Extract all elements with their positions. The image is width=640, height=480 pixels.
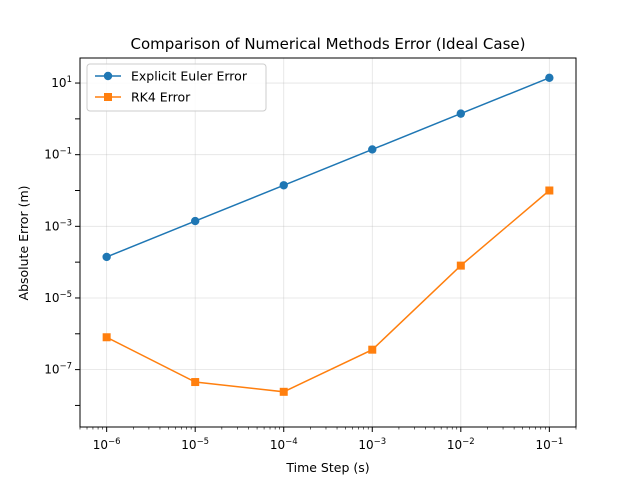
y-tick-label: 10−1 [44, 147, 72, 162]
y-tick-label: 101 [51, 75, 72, 90]
data-point [368, 145, 377, 154]
x-tick-label: 10−6 [93, 437, 121, 452]
legend-label: Explicit Euler Error [131, 69, 248, 84]
x-tick-label: 10−3 [358, 437, 386, 452]
legend-marker [104, 93, 112, 101]
y-tick-label: 10−3 [44, 218, 72, 233]
series-line [106, 189, 550, 393]
data-point [279, 387, 288, 396]
legend: Explicit Euler Error RK4 Error [86, 63, 267, 112]
y-tick-label: 10−7 [44, 362, 72, 377]
series-line [106, 77, 550, 258]
x-tick-label: 10−4 [270, 437, 298, 452]
legend-box [86, 63, 267, 112]
data-point [102, 333, 111, 342]
data-point [545, 73, 554, 83]
legend-label: RK4 Error [131, 90, 191, 105]
x-axis-label: Time Step (s) [285, 460, 369, 475]
x-tick-label: 10−5 [181, 437, 209, 452]
ticks-layer: 10−6 10−5 10−4 10−3 10−2 10−1 10−7 10−5 10−3 10−1… [44, 75, 577, 452]
data-point [279, 181, 288, 190]
data-point [368, 345, 377, 354]
data-point [456, 109, 466, 118]
chart-title: Comparison of Numerical Methods Error (I… [131, 35, 526, 53]
data-point [545, 186, 554, 195]
legend-marker [103, 71, 113, 81]
data-point [456, 261, 465, 270]
x-tick-label: 10−1 [535, 437, 563, 452]
y-axis-label: Absolute Error (m) [16, 186, 31, 301]
x-tick-label: 10−2 [447, 437, 475, 452]
data-point [102, 252, 111, 262]
y-tick-label: 10−5 [44, 290, 72, 305]
grid [80, 58, 576, 427]
plot-area-frame [79, 57, 577, 428]
data-point [190, 216, 200, 226]
data-point [191, 378, 200, 387]
series-layer [102, 73, 554, 396]
